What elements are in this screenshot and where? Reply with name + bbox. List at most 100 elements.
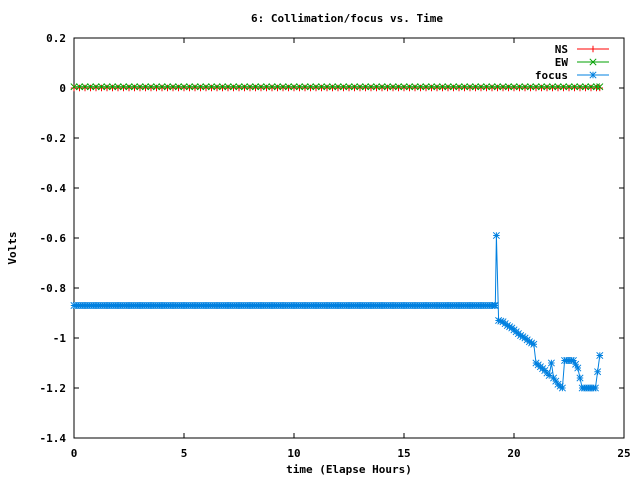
series-focus [70, 231, 604, 392]
data-point [98, 84, 105, 92]
y-axis-label: Volts [6, 231, 19, 265]
y-tick-label: -1 [53, 332, 67, 345]
data-point [504, 83, 513, 91]
data-point [411, 83, 419, 91]
data-point [163, 83, 172, 91]
data-point [438, 83, 447, 91]
data-point [428, 84, 435, 92]
data-point [246, 84, 254, 92]
data-point [97, 83, 106, 91]
data-point [576, 83, 584, 91]
data-point [574, 364, 582, 372]
data-point [560, 84, 567, 92]
data-point [405, 83, 414, 91]
y-tick-label: -1.2 [40, 382, 67, 395]
data-point [257, 83, 265, 91]
data-point [328, 83, 337, 91]
data-point [492, 231, 500, 240]
y-tick-label: 0.2 [46, 32, 66, 45]
data-point [142, 84, 149, 92]
data-point [372, 83, 381, 91]
data-point [356, 84, 364, 92]
data-point [340, 84, 347, 92]
data-point [86, 83, 95, 91]
data-point [378, 84, 386, 92]
data-point [383, 83, 392, 91]
x-tick-label: 25 [617, 447, 630, 460]
data-point [257, 84, 265, 92]
x-axis-label: time (Elapse Hours) [286, 463, 412, 476]
data-point [213, 83, 221, 91]
y-tick-label: -0.4 [40, 182, 67, 195]
data-point [532, 84, 540, 92]
data-point [559, 83, 568, 91]
data-point [345, 83, 353, 91]
data-point [554, 84, 562, 92]
data-point [543, 84, 551, 92]
data-point [230, 84, 237, 92]
data-point [235, 83, 243, 91]
data-point [488, 84, 496, 92]
data-point [477, 83, 485, 91]
data-point [268, 84, 276, 92]
data-point [125, 84, 133, 92]
data-point [306, 83, 315, 91]
data-point [240, 83, 249, 91]
data-point [449, 83, 458, 91]
data-point [334, 84, 342, 92]
y-tick-label: -1.4 [40, 432, 67, 445]
data-point [312, 84, 320, 92]
data-point [119, 83, 128, 91]
data-point [406, 84, 413, 92]
data-point [185, 83, 194, 91]
data-point [274, 84, 281, 92]
data-point [494, 84, 501, 92]
data-point [130, 83, 139, 91]
data-point [175, 84, 182, 92]
data-point [530, 340, 538, 348]
data-point [373, 84, 380, 92]
data-point [241, 84, 248, 92]
data-point [263, 84, 270, 92]
data-point [218, 83, 227, 91]
data-point [587, 83, 595, 91]
data-point [169, 84, 177, 92]
data-point [592, 83, 601, 91]
data-point [351, 84, 358, 92]
y-tick-label: -0.2 [40, 132, 67, 145]
data-point [482, 83, 491, 91]
chart-title: 6: Collimation/focus vs. Time [250, 12, 444, 25]
data-point [141, 83, 150, 91]
data-point [295, 83, 304, 91]
data-point [180, 83, 188, 91]
data-point [120, 84, 127, 92]
data-point [180, 84, 188, 92]
data-point [422, 83, 430, 91]
data-point [394, 83, 403, 91]
data-point [147, 83, 155, 91]
data-point [109, 84, 116, 92]
data-point [136, 84, 144, 92]
data-point [334, 83, 342, 91]
data-point [207, 83, 216, 91]
data-point [197, 84, 204, 92]
data-point [527, 84, 534, 92]
data-point [285, 84, 292, 92]
data-point [229, 83, 238, 91]
data-point [444, 83, 452, 91]
legend-marker [589, 71, 597, 79]
data-point [444, 84, 452, 92]
data-point [329, 84, 336, 92]
data-point [439, 84, 446, 92]
data-point [433, 84, 441, 92]
data-point [350, 83, 359, 91]
data-point [153, 84, 160, 92]
data-point [208, 84, 215, 92]
data-point [307, 84, 314, 92]
data-point [224, 84, 232, 92]
data-point [202, 84, 210, 92]
y-tick-label: 0 [59, 82, 66, 95]
data-point [147, 84, 155, 92]
data-point [279, 84, 287, 92]
